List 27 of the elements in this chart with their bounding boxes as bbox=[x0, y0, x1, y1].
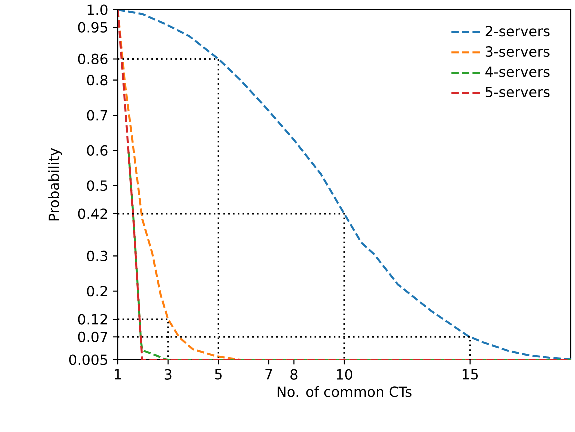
legend-label: 3-servers bbox=[486, 46, 550, 58]
x-tick-label: 7 bbox=[266, 369, 272, 380]
y-tick-label: 0.12 bbox=[78, 314, 108, 325]
y-tick-label: 0.07 bbox=[78, 332, 108, 342]
y-tick-label: 0.86 bbox=[78, 54, 108, 65]
legend-label: 4-servers bbox=[486, 66, 550, 78]
y-tick-label: 0.95 bbox=[78, 22, 108, 33]
y-tick-label: 0.2 bbox=[87, 286, 108, 297]
y-tick-label: 1.0 bbox=[88, 4, 108, 16]
x-tick-label: 15 bbox=[462, 369, 478, 380]
y-axis-title: Probability bbox=[48, 148, 62, 221]
x-axis-title: No. of common CTs bbox=[278, 386, 412, 398]
x-tick-label: 10 bbox=[337, 369, 352, 380]
y-tick-label: 0.3 bbox=[87, 250, 108, 262]
y-tick-label: 0.5 bbox=[87, 180, 108, 192]
y-tick-label: 0.005 bbox=[69, 354, 108, 366]
x-tick-label: 1 bbox=[115, 369, 122, 380]
x-tick-label: 8 bbox=[290, 369, 298, 380]
y-tick-label: 0.42 bbox=[78, 208, 108, 220]
legend-label: 5-servers bbox=[486, 87, 550, 98]
line-series bbox=[128, 151, 571, 360]
y-tick-label: 0.7 bbox=[87, 110, 108, 121]
x-tick-label: 5 bbox=[215, 369, 222, 380]
y-tick-label: 0.6 bbox=[87, 145, 108, 156]
x-tick-label: 3 bbox=[164, 369, 172, 380]
y-tick-label: 0.8 bbox=[87, 75, 108, 86]
legend-label: 2-servers bbox=[486, 26, 550, 37]
